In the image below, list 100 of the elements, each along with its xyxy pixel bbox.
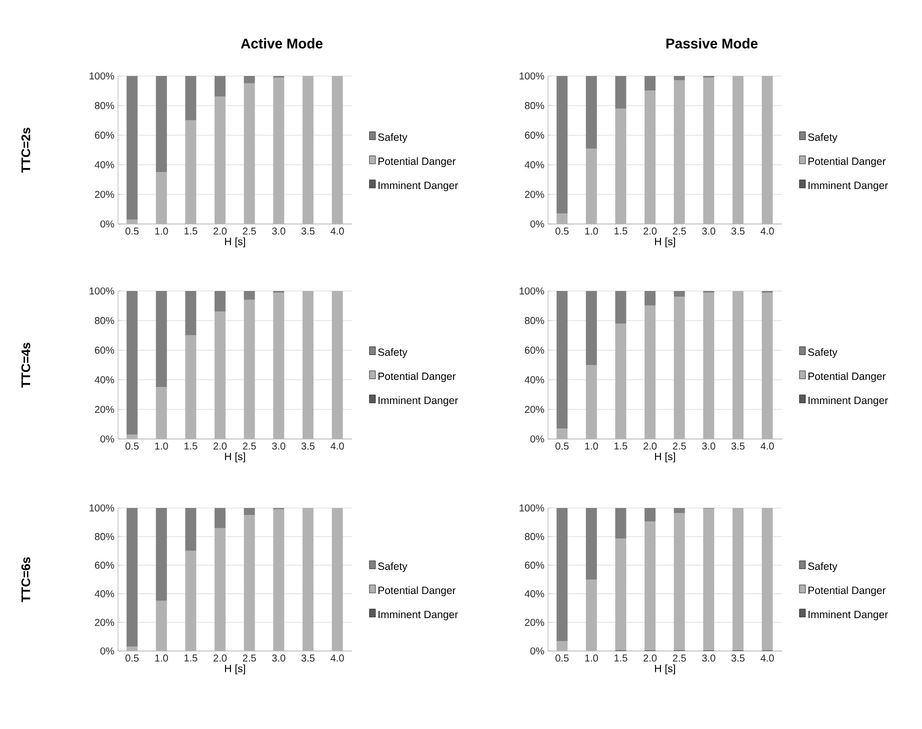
x-tick-label: 1.5 — [184, 654, 198, 662]
x-tick-label: 3.0 — [272, 228, 286, 235]
legend-label: Safety — [378, 348, 408, 358]
x-tick-label: 4.0 — [760, 442, 774, 450]
x-tick-label: 0.5 — [556, 228, 569, 235]
x-tick-label: 1.0 — [155, 654, 168, 662]
y-axis-title: TTC=4s — [21, 342, 30, 388]
x-tick-label: 2.0 — [214, 228, 227, 235]
x-axis-title: H [s] — [225, 664, 246, 674]
x-axis-title: H [s] — [655, 237, 676, 248]
y-tick-label: 20% — [94, 618, 114, 626]
legend-label: Potential Danger — [378, 372, 456, 382]
legend-label: Imminent Danger — [808, 610, 888, 620]
x-tick-label: 1.0 — [585, 654, 598, 662]
y-tick-label: 0% — [100, 435, 114, 443]
x-tick-label: 3.5 — [301, 228, 315, 235]
legend-label: Potential Danger — [378, 586, 456, 596]
x-tick-label: 2.0 — [214, 654, 227, 662]
y-tick-label: 20% — [524, 190, 544, 198]
x-axis-title: H [s] — [655, 664, 676, 674]
x-tick-label: 1.0 — [155, 228, 168, 235]
x-tick-label: 0.5 — [126, 442, 139, 450]
x-tick-label: 2.5 — [242, 654, 256, 662]
x-tick-label: 4.0 — [330, 228, 344, 235]
x-tick-label: 3.5 — [731, 228, 745, 235]
chart-title: Active Mode — [240, 38, 323, 48]
y-tick-label: 0% — [100, 647, 114, 655]
y-tick-label: 100% — [520, 287, 544, 295]
x-tick-label: 0.5 — [556, 654, 569, 662]
x-tick-label: 2.5 — [672, 654, 686, 662]
y-tick-label: 20% — [524, 406, 544, 413]
y-tick-label: 60% — [524, 132, 544, 139]
legend-label: Potential Danger — [808, 157, 886, 168]
x-tick-label: 3.0 — [702, 654, 716, 662]
legend-label: Potential Danger — [378, 157, 456, 168]
y-axis-title: TTC=2s — [21, 128, 30, 173]
x-axis-title: H [s] — [225, 237, 246, 248]
y-tick-label: 80% — [524, 317, 544, 324]
x-tick-label: 2.5 — [242, 228, 256, 235]
x-tick-label: 1.5 — [184, 228, 198, 234]
x-tick-label: 1.0 — [585, 442, 598, 450]
x-tick-label: 3.5 — [301, 654, 315, 662]
x-tick-label: 3.0 — [272, 442, 286, 450]
x-tick-label: 4.0 — [330, 442, 344, 450]
legend-label: Imminent Danger — [808, 396, 888, 406]
y-tick-label: 80% — [94, 533, 114, 540]
y-tick-label: 40% — [94, 376, 114, 384]
x-axis-title: H [s] — [225, 452, 246, 462]
y-tick-label: 60% — [94, 562, 114, 569]
legend-label: Imminent Danger — [378, 181, 458, 192]
y-tick-label: 100% — [90, 287, 114, 295]
y-tick-label: 40% — [524, 376, 544, 384]
x-tick-label: 1.5 — [614, 442, 628, 450]
x-tick-label: 1.5 — [614, 654, 628, 662]
x-tick-label: 4.0 — [760, 228, 774, 235]
x-tick-label: 1.0 — [585, 228, 598, 235]
x-tick-label: 2.5 — [672, 442, 686, 450]
x-tick-label: 2.5 — [672, 228, 686, 235]
y-tick-label: 100% — [520, 72, 544, 80]
y-tick-label: 100% — [520, 504, 544, 512]
legend-label: Potential Danger — [808, 372, 886, 382]
x-tick-label: 3.0 — [702, 442, 716, 450]
x-tick-label: 2.0 — [214, 442, 227, 450]
x-tick-label: 1.5 — [614, 228, 628, 234]
y-tick-label: 100% — [90, 504, 114, 512]
x-tick-label: 2.0 — [644, 654, 657, 662]
y-tick-label: 20% — [94, 190, 114, 198]
y-axis-title: TTC=6s — [21, 557, 30, 602]
x-tick-label: 2.5 — [242, 442, 256, 450]
legend-label: Potential Danger — [808, 586, 886, 596]
x-tick-label: 1.5 — [184, 442, 198, 450]
legend-label: Safety — [378, 562, 408, 572]
y-tick-label: 0% — [530, 435, 544, 443]
y-tick-label: 80% — [524, 533, 544, 540]
x-tick-label: 3.5 — [731, 654, 745, 662]
chart-title: Passive Mode — [666, 38, 758, 48]
y-tick-label: 100% — [90, 72, 114, 80]
x-tick-label: 3.5 — [731, 442, 745, 450]
y-tick-label: 0% — [530, 220, 544, 228]
x-tick-label: 0.5 — [126, 654, 139, 662]
legend-label: Imminent Danger — [378, 396, 458, 406]
x-tick-label: 3.0 — [272, 654, 286, 662]
y-tick-label: 80% — [94, 317, 114, 324]
x-tick-label: 3.5 — [301, 442, 315, 450]
x-tick-label: 4.0 — [330, 654, 344, 662]
y-tick-label: 60% — [94, 132, 114, 139]
y-tick-label: 20% — [524, 618, 544, 626]
y-tick-label: 60% — [524, 562, 544, 569]
legend-label: Safety — [808, 133, 838, 143]
x-tick-label: 1.0 — [155, 442, 168, 450]
y-tick-label: 20% — [94, 406, 114, 413]
y-tick-label: 60% — [94, 346, 114, 354]
x-tick-label: 2.0 — [644, 442, 657, 450]
y-tick-label: 80% — [524, 102, 544, 110]
legend-label: Imminent Danger — [808, 181, 888, 192]
legend-label: Imminent Danger — [378, 610, 458, 620]
legend-label: Safety — [808, 562, 838, 572]
y-tick-label: 60% — [524, 346, 544, 354]
y-tick-label: 0% — [100, 220, 114, 228]
y-tick-label: 40% — [524, 161, 544, 168]
